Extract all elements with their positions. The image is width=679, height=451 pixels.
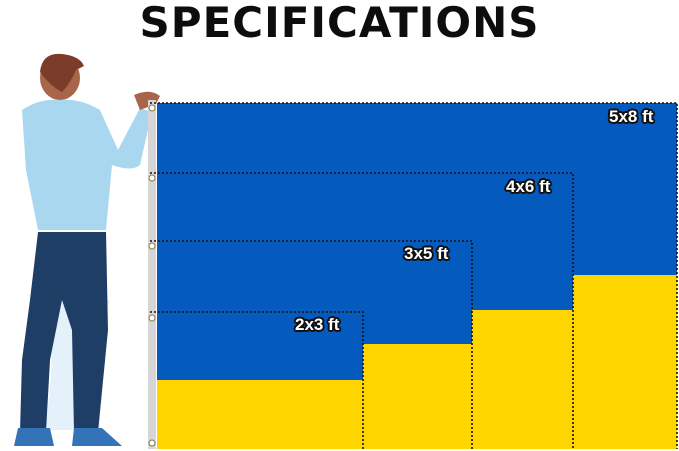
size-label-3x5: 3x5 ft <box>404 244 449 263</box>
person-illustration <box>14 53 160 446</box>
page-title: SPECIFICATIONS <box>139 0 540 47</box>
flag-pole <box>148 100 156 449</box>
size-label-5x8: 5x8 ft <box>609 107 654 126</box>
yellow-steps <box>157 275 677 449</box>
size-label-4x6: 4x6 ft <box>506 177 551 196</box>
size-label-2x3: 2x3 ft <box>295 315 340 334</box>
size-outlines <box>150 102 678 449</box>
grommet-icons <box>148 104 156 447</box>
